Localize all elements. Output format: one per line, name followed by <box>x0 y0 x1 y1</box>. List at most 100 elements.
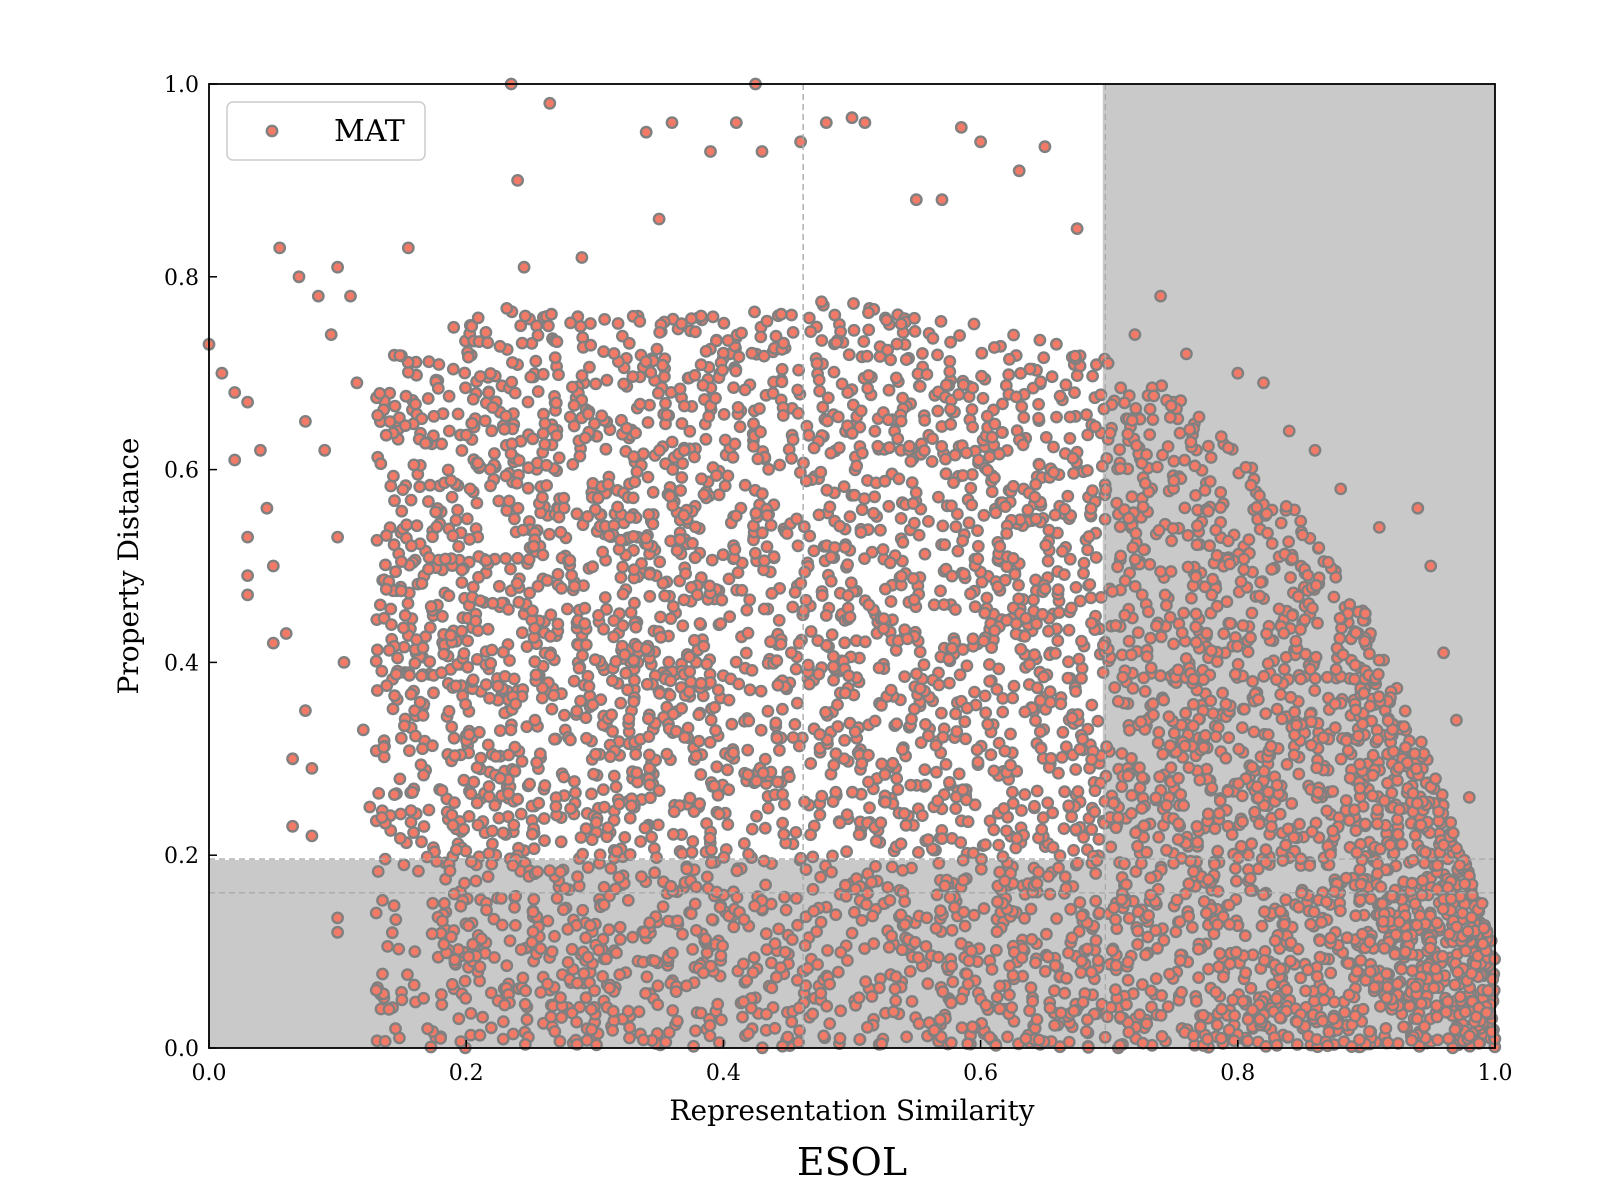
data-point <box>1313 934 1327 948</box>
data-point <box>1129 401 1143 415</box>
data-point <box>960 446 973 460</box>
data-point <box>1381 776 1394 790</box>
data-point <box>1158 588 1172 602</box>
data-point <box>890 772 904 785</box>
data-point <box>706 310 720 324</box>
data-point <box>614 533 627 547</box>
data-point <box>499 552 513 565</box>
data-point <box>1304 917 1318 931</box>
data-point <box>1463 1029 1477 1043</box>
data-point <box>1279 499 1293 513</box>
data-point <box>773 743 786 757</box>
data-point <box>894 414 908 428</box>
data-point <box>843 610 857 624</box>
data-point <box>1253 589 1267 603</box>
data-point <box>369 654 383 668</box>
data-point <box>754 723 768 737</box>
data-point <box>1149 972 1163 985</box>
data-point <box>799 593 813 607</box>
data-point <box>1466 888 1479 902</box>
data-point <box>496 1032 510 1046</box>
data-point <box>1116 670 1130 684</box>
data-point <box>713 900 727 914</box>
data-point <box>829 785 843 799</box>
data-point <box>1019 611 1033 625</box>
data-point <box>404 539 418 553</box>
data-point <box>614 696 628 710</box>
data-point <box>1274 962 1287 976</box>
data-point <box>1293 817 1306 831</box>
data-point <box>897 807 911 820</box>
data-point <box>1222 898 1236 912</box>
data-point <box>862 598 876 612</box>
data-point <box>514 943 528 956</box>
data-point <box>544 608 558 622</box>
data-point <box>1395 962 1408 976</box>
data-point <box>858 552 871 565</box>
data-point <box>1056 725 1070 739</box>
data-point <box>1209 523 1223 537</box>
data-point <box>1389 928 1403 941</box>
data-point <box>452 540 465 553</box>
data-point <box>776 702 789 716</box>
data-point <box>678 399 691 413</box>
data-point <box>891 432 905 446</box>
data-point <box>1199 729 1212 742</box>
data-point <box>1094 388 1108 402</box>
data-point <box>1161 440 1175 453</box>
data-point <box>1290 1015 1304 1029</box>
data-point <box>806 850 820 864</box>
data-point <box>612 797 626 811</box>
data-point <box>738 478 752 492</box>
data-point <box>1284 954 1297 968</box>
data-point <box>501 603 515 616</box>
data-point <box>618 831 632 844</box>
data-point <box>854 404 868 418</box>
data-point <box>442 424 456 438</box>
data-point <box>1068 386 1081 399</box>
data-point <box>623 848 637 861</box>
data-point <box>700 657 714 671</box>
data-point <box>640 970 654 984</box>
data-point <box>1076 732 1090 746</box>
data-point <box>493 771 507 785</box>
data-point <box>442 389 456 403</box>
data-point <box>931 348 944 362</box>
data-point <box>669 985 683 998</box>
data-point <box>872 981 886 995</box>
data-point <box>1408 747 1422 760</box>
data-point <box>1259 1040 1273 1053</box>
data-point <box>815 789 829 803</box>
data-point <box>803 529 817 543</box>
data-point <box>987 341 1001 354</box>
data-point <box>1391 1037 1405 1050</box>
data-point <box>666 463 680 476</box>
data-point <box>945 923 959 937</box>
data-point <box>621 894 635 907</box>
data-point <box>1131 938 1145 951</box>
data-point <box>1059 740 1073 754</box>
data-point <box>813 808 827 822</box>
data-point <box>1075 671 1088 685</box>
data-point <box>1113 443 1127 456</box>
data-point <box>381 940 394 953</box>
data-point <box>1301 963 1315 977</box>
data-point <box>543 527 556 541</box>
data-point <box>638 821 652 835</box>
data-point <box>508 901 521 914</box>
data-point <box>476 1010 489 1024</box>
data-point <box>1111 695 1125 708</box>
data-point <box>802 311 816 325</box>
data-point <box>425 927 439 941</box>
data-point <box>1349 703 1363 717</box>
data-point <box>1045 370 1059 384</box>
data-point <box>548 732 561 746</box>
data-point <box>884 595 898 608</box>
data-point <box>971 524 984 537</box>
data-point <box>1333 611 1347 625</box>
data-point <box>791 406 805 420</box>
data-point <box>899 818 913 832</box>
data-point <box>679 567 692 580</box>
data-point <box>798 565 812 579</box>
data-point <box>810 357 824 370</box>
